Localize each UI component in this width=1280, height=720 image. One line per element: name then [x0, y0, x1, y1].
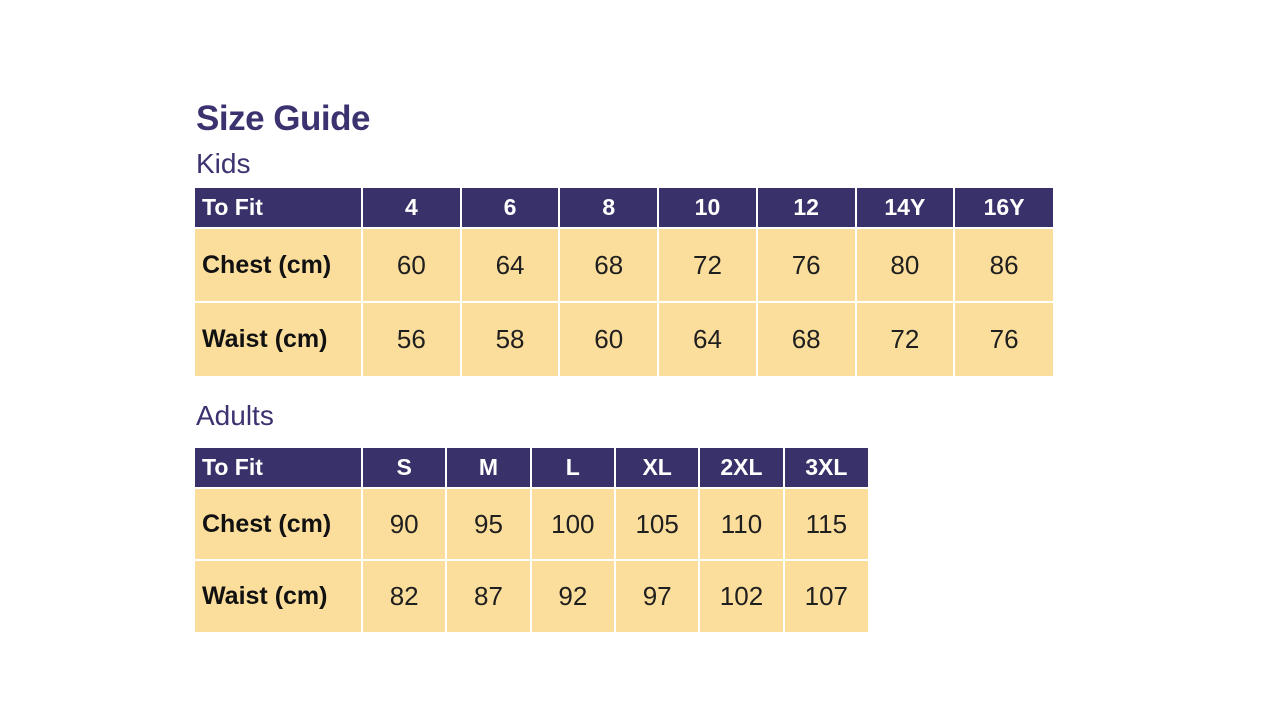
adults-waist-value: 87 [445, 559, 532, 633]
kids-waist-value: 76 [953, 301, 1054, 377]
kids-chest-value: 86 [953, 227, 1054, 303]
adults-chest-value: 110 [698, 487, 785, 561]
page-title: Size Guide [196, 99, 370, 138]
kids-waist-value: 64 [657, 301, 758, 377]
kids-chest-value: 68 [558, 227, 660, 303]
kids-size-table: To Fit 4 6 8 10 12 14Y 16Y Chest (cm) 60… [194, 187, 1054, 377]
adults-waist-row-label: Waist (cm) [194, 559, 363, 633]
adults-chest-value: 115 [782, 487, 870, 561]
adults-header-size-m: M [445, 447, 532, 489]
kids-chest-value: 80 [854, 227, 956, 303]
kids-header-size-10: 10 [657, 187, 758, 229]
kids-waist-value: 56 [361, 301, 462, 377]
kids-waist-value: 60 [558, 301, 660, 377]
adults-header-size-xl: XL [613, 447, 701, 489]
adults-header-size-3xl: 3XL [782, 447, 870, 489]
adults-header-to-fit: To Fit [194, 447, 363, 489]
adults-size-table: To Fit S M L XL 2XL 3XL Chest (cm) 90 95… [194, 447, 870, 633]
adults-chest-row-label: Chest (cm) [194, 487, 363, 561]
adults-waist-value: 97 [613, 559, 701, 633]
kids-waist-row-label: Waist (cm) [194, 301, 363, 377]
kids-chest-value: 72 [657, 227, 758, 303]
kids-chest-value: 60 [361, 227, 462, 303]
kids-header-size-8: 8 [558, 187, 660, 229]
kids-waist-value: 72 [854, 301, 956, 377]
adults-chest-value: 100 [529, 487, 616, 561]
adults-chest-value: 105 [613, 487, 701, 561]
adults-header-size-2xl: 2XL [698, 447, 785, 489]
kids-waist-value: 68 [755, 301, 857, 377]
kids-chest-row-label: Chest (cm) [194, 227, 363, 303]
adults-waist-value: 107 [782, 559, 870, 633]
kids-header-size-6: 6 [459, 187, 561, 229]
adults-waist-row: Waist (cm) 82 87 92 97 102 107 [194, 559, 870, 633]
kids-chest-row: Chest (cm) 60 64 68 72 76 80 86 [194, 227, 1054, 303]
kids-waist-row: Waist (cm) 56 58 60 64 68 72 76 [194, 301, 1054, 377]
adults-header-row: To Fit S M L XL 2XL 3XL [194, 447, 870, 489]
kids-header-size-4: 4 [361, 187, 462, 229]
adults-section-heading: Adults [196, 400, 274, 431]
adults-header-size-s: S [360, 447, 448, 489]
kids-header-to-fit: To Fit [194, 187, 363, 229]
adults-waist-value: 82 [360, 559, 448, 633]
kids-header-row: To Fit 4 6 8 10 12 14Y 16Y [194, 187, 1054, 229]
kids-header-size-14y: 14Y [854, 187, 956, 229]
adults-chest-value: 95 [445, 487, 532, 561]
kids-header-size-16y: 16Y [953, 187, 1054, 229]
kids-waist-value: 58 [459, 301, 561, 377]
kids-chest-value: 64 [459, 227, 561, 303]
kids-section-heading: Kids [196, 148, 251, 179]
kids-chest-value: 76 [755, 227, 857, 303]
adults-waist-value: 102 [698, 559, 785, 633]
kids-header-size-12: 12 [755, 187, 857, 229]
adults-waist-value: 92 [529, 559, 616, 633]
adults-chest-value: 90 [360, 487, 448, 561]
adults-chest-row: Chest (cm) 90 95 100 105 110 115 [194, 487, 870, 561]
adults-header-size-l: L [529, 447, 616, 489]
